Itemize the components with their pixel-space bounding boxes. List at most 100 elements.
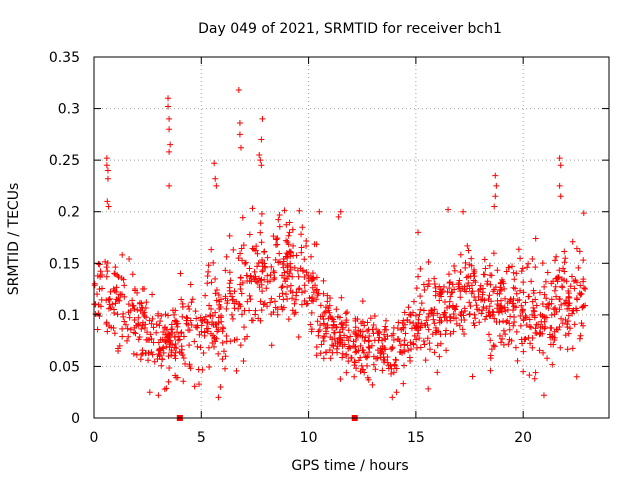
data-point (484, 278, 491, 285)
data-point (200, 349, 207, 356)
data-point (388, 370, 395, 377)
data-point (343, 334, 350, 341)
data-point-low (155, 392, 162, 399)
data-point (197, 344, 204, 351)
data-point (282, 278, 289, 285)
data-point (536, 347, 543, 354)
data-point (120, 310, 127, 317)
data-point (257, 220, 264, 227)
data-point (133, 351, 140, 358)
data-point (134, 306, 141, 313)
data-point (208, 306, 215, 313)
data-point (255, 260, 262, 267)
data-point (313, 286, 320, 293)
data-point (155, 339, 162, 346)
data-point (111, 310, 118, 317)
data-point (125, 333, 132, 340)
data-point (529, 311, 536, 318)
data-point (533, 321, 540, 328)
data-point (473, 302, 480, 309)
data-point (366, 332, 373, 339)
data-point (375, 337, 382, 344)
data-point (115, 345, 122, 352)
data-point (138, 325, 145, 332)
data-point (548, 312, 555, 319)
data-point (102, 258, 109, 265)
data-point (251, 268, 258, 275)
data-point-outlier (337, 208, 344, 215)
data-point (257, 277, 264, 284)
data-point (413, 325, 420, 332)
data-point (296, 285, 303, 292)
data-point (239, 257, 246, 264)
data-point-outlier (335, 213, 342, 220)
data-point (362, 353, 369, 360)
data-point (301, 297, 308, 304)
data-point (404, 342, 411, 349)
data-point (283, 291, 290, 298)
data-point (364, 327, 371, 334)
data-point (448, 289, 455, 296)
data-point (258, 307, 265, 314)
data-point (317, 302, 324, 309)
data-point (422, 322, 429, 329)
data-point (116, 297, 123, 304)
data-point-spike (235, 87, 242, 94)
data-point (481, 256, 488, 263)
data-point (505, 264, 512, 271)
data-point (291, 264, 298, 271)
data-point (364, 374, 371, 381)
data-point (131, 306, 138, 313)
data-point (556, 295, 563, 302)
data-point (481, 297, 488, 304)
data-point (289, 295, 296, 302)
data-point (193, 315, 200, 322)
data-point (358, 362, 365, 369)
data-point (222, 353, 229, 360)
data-point (513, 270, 520, 277)
data-point (307, 321, 314, 328)
data-point (570, 307, 577, 314)
data-point-spike (211, 160, 218, 167)
data-point (360, 347, 367, 354)
data-point (178, 350, 185, 357)
data-point (420, 337, 427, 344)
data-point (413, 336, 420, 343)
data-point (465, 280, 472, 287)
data-point (338, 320, 345, 327)
y-axis-label: SRMTID / TECUs (6, 183, 22, 296)
data-point (298, 249, 305, 256)
data-point (173, 320, 180, 327)
data-point (267, 272, 274, 279)
data-point-spike (236, 131, 243, 138)
data-point (560, 277, 567, 284)
data-point (178, 296, 185, 303)
data-point (571, 321, 578, 328)
data-point (199, 366, 206, 373)
data-point (237, 250, 244, 257)
data-point (205, 262, 212, 269)
data-point (284, 238, 291, 245)
data-point (339, 350, 346, 357)
data-point (504, 317, 511, 324)
data-point (249, 317, 256, 324)
data-point (434, 369, 441, 376)
data-point (498, 286, 505, 293)
data-point (543, 303, 550, 310)
data-point (337, 329, 344, 336)
data-point (562, 332, 569, 339)
data-point (576, 290, 583, 297)
data-point (424, 335, 431, 342)
data-point (446, 298, 453, 305)
data-point (112, 300, 119, 307)
data-point (217, 314, 224, 321)
data-point (223, 332, 230, 339)
data-point (582, 285, 589, 292)
data-point (320, 320, 327, 327)
data-point (171, 352, 178, 359)
data-point-low (520, 368, 527, 375)
data-point (158, 312, 165, 319)
data-point (215, 319, 222, 326)
data-point (198, 328, 205, 335)
data-point (115, 273, 122, 280)
